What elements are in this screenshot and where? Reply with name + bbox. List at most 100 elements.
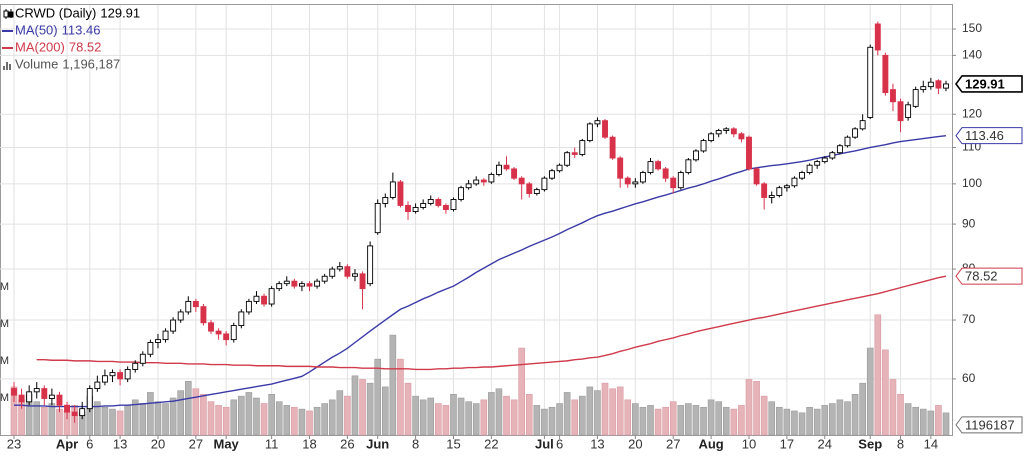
volume-bar xyxy=(162,403,169,436)
y2-tick-label: 4M xyxy=(0,355,9,367)
candle-body xyxy=(723,128,730,131)
volume-bar xyxy=(427,397,435,436)
volume-bar xyxy=(510,399,518,436)
volume-bar xyxy=(609,388,616,436)
candle-body xyxy=(71,411,78,417)
candle-body xyxy=(389,181,396,198)
volume-bar xyxy=(56,408,63,436)
candle-body xyxy=(670,177,677,189)
candle-body xyxy=(617,157,624,179)
y2-tick-label: 2M xyxy=(0,392,9,404)
x-tick-label: 6 xyxy=(86,436,93,451)
volume-bar xyxy=(124,405,131,436)
candle-body xyxy=(86,388,93,410)
candle-body xyxy=(276,283,283,290)
x-tick-label: 20 xyxy=(151,436,165,451)
candle-body xyxy=(776,187,783,196)
candle-body xyxy=(518,177,525,185)
candle-body xyxy=(783,185,790,189)
volume-bar xyxy=(844,401,851,436)
volume-bar xyxy=(927,410,935,436)
candle-body xyxy=(397,181,404,206)
volume-bar xyxy=(556,403,563,436)
candle-body xyxy=(367,245,374,285)
volume-bar xyxy=(647,405,654,436)
volume-bar xyxy=(586,386,594,436)
x-tick-label: 26 xyxy=(340,436,354,451)
candle-body xyxy=(746,136,752,170)
candle-body xyxy=(700,140,707,152)
volume-bar xyxy=(245,392,253,436)
candle-body xyxy=(730,128,737,135)
ma-layer xyxy=(14,134,947,408)
volume-bar xyxy=(495,388,503,436)
plot-frame xyxy=(0,4,953,436)
candle-body xyxy=(442,205,449,210)
ma-line xyxy=(36,275,947,371)
volume-bar xyxy=(738,405,745,436)
volume-bar xyxy=(935,405,942,436)
volume-bar xyxy=(222,406,230,436)
x-tick-label: 13 xyxy=(113,436,127,451)
candle-body xyxy=(579,140,586,155)
candle-body xyxy=(200,306,207,324)
legend-value: 113.46 xyxy=(62,22,101,37)
volume-bar xyxy=(33,401,41,436)
candle-body xyxy=(192,300,199,308)
legend-icon xyxy=(8,11,14,18)
candle-body xyxy=(147,342,154,355)
volume-bar xyxy=(283,405,291,436)
candle-body xyxy=(503,164,510,170)
volume-bar xyxy=(548,406,556,436)
volume-bar xyxy=(783,408,791,436)
candle-body xyxy=(101,375,108,383)
volume-bar xyxy=(760,395,768,436)
legend-label: CRWD (Daily) xyxy=(15,5,96,20)
candle-body xyxy=(480,179,487,183)
candle-body xyxy=(435,198,442,206)
candle-body xyxy=(79,408,86,417)
candle-body xyxy=(321,275,328,282)
volume-bar xyxy=(328,399,336,436)
candle-body xyxy=(314,280,321,287)
volume-bar xyxy=(700,406,707,436)
candle-body xyxy=(253,295,260,302)
volume-bar xyxy=(381,386,389,436)
candle-body xyxy=(594,120,601,125)
candle-body xyxy=(571,152,578,155)
volume-bar xyxy=(594,390,601,436)
candle-body xyxy=(33,388,40,393)
candle-body xyxy=(162,330,169,341)
candle-body xyxy=(844,136,851,147)
candle-body xyxy=(41,388,48,399)
candle-body xyxy=(836,145,843,154)
candle-body xyxy=(829,152,836,159)
volume-bar xyxy=(662,406,669,436)
volume-bar xyxy=(313,406,321,436)
x-tick-label: 17 xyxy=(780,436,794,451)
volume-bar xyxy=(154,401,162,436)
volume-bar xyxy=(806,406,813,436)
x-tick-label: 22 xyxy=(484,436,498,451)
legend-value: 129.91 xyxy=(100,5,140,20)
volume-bar xyxy=(268,393,275,436)
volume-bar xyxy=(94,401,101,436)
candle-body xyxy=(935,80,942,89)
candle-body xyxy=(821,157,828,163)
volume-bar xyxy=(147,392,154,436)
volume-bar xyxy=(525,393,533,436)
candle-body xyxy=(124,369,131,380)
candle-body xyxy=(465,183,472,189)
x-tick-label: 10 xyxy=(742,436,756,451)
candle-body xyxy=(94,381,101,390)
candle-body xyxy=(329,268,336,277)
candle-body xyxy=(533,189,540,194)
y-tick-label: 60 xyxy=(962,371,976,385)
volume-bar xyxy=(692,405,700,436)
candle-body xyxy=(223,333,230,341)
candle-body xyxy=(268,288,275,305)
candle-layer xyxy=(11,21,949,423)
volume-bar xyxy=(465,401,472,436)
candle-body xyxy=(852,128,859,138)
candle-body xyxy=(298,283,305,287)
